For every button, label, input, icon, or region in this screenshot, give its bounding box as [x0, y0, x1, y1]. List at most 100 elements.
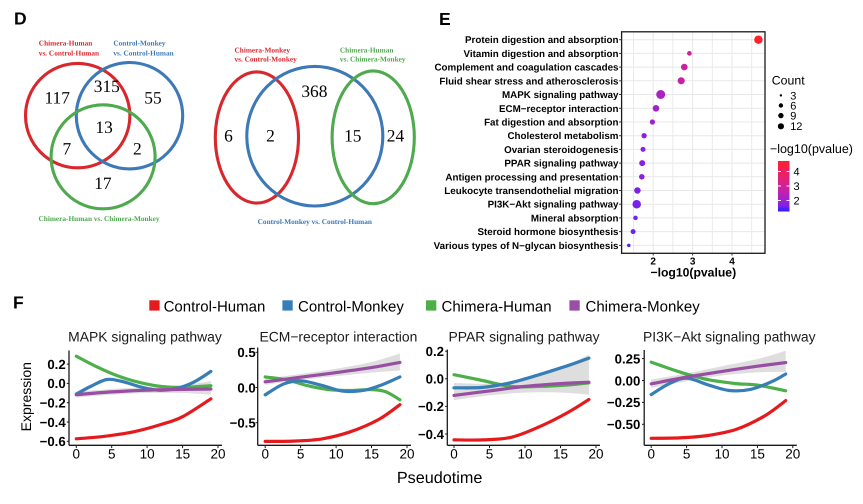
svg-text:7: 7	[63, 138, 72, 158]
svg-text:Fluid shear stress and atheros: Fluid shear stress and atherosclerosis	[439, 76, 619, 87]
svg-text:PPAR signaling pathway: PPAR signaling pathway	[504, 159, 619, 170]
svg-text:MAPK signaling pathway: MAPK signaling pathway	[502, 90, 619, 101]
svg-text:PPAR signaling pathway: PPAR signaling pathway	[448, 329, 599, 345]
svg-text:vs. Control-Human: vs. Control-Human	[39, 49, 99, 58]
svg-text:0.0: 0.0	[47, 376, 65, 391]
svg-text:6: 6	[790, 100, 796, 112]
svg-text:0: 0	[647, 447, 655, 462]
svg-text:13: 13	[95, 117, 113, 137]
svg-text:Chimera-Human vs. Chimera-Monk: Chimera-Human vs. Chimera-Monkey	[39, 214, 160, 223]
svg-text:5: 5	[108, 447, 116, 462]
svg-text:Cholesterol metabolism: Cholesterol metabolism	[507, 131, 618, 142]
svg-text:Expression: Expression	[18, 362, 34, 431]
svg-text:−0.4: −0.4	[418, 427, 445, 442]
svg-text:10: 10	[714, 447, 729, 462]
svg-text:Antigen processing and present: Antigen processing and presentation	[445, 172, 618, 183]
svg-text:0: 0	[261, 447, 269, 462]
svg-text:−0.6: −0.6	[40, 434, 66, 449]
svg-text:10: 10	[329, 447, 344, 462]
svg-text:−log10(pvalue): −log10(pvalue)	[770, 142, 853, 156]
svg-text:20: 20	[399, 447, 414, 462]
svg-text:Chimera-Human: Chimera-Human	[340, 46, 394, 55]
svg-text:−0.2: −0.2	[40, 396, 66, 411]
svg-text:Various types of N−glycan bios: Various types of N−glycan biosynthesis	[434, 241, 619, 252]
svg-text:Count: Count	[772, 73, 805, 87]
svg-text:5: 5	[486, 447, 494, 462]
svg-text:E: E	[439, 9, 451, 29]
svg-text:3: 3	[794, 181, 800, 193]
svg-text:6: 6	[224, 125, 233, 145]
svg-text:0: 0	[450, 447, 458, 462]
svg-text:PI3K−Akt signaling pathway: PI3K−Akt signaling pathway	[488, 200, 619, 211]
svg-text:D: D	[14, 9, 27, 29]
svg-text:4: 4	[794, 167, 800, 179]
svg-text:vs. Control-Monkey: vs. Control-Monkey	[235, 55, 298, 64]
svg-text:−0.2: −0.2	[418, 399, 444, 414]
svg-text:15: 15	[344, 125, 362, 145]
svg-text:Ovarian steroidogenesis: Ovarian steroidogenesis	[504, 145, 619, 156]
svg-text:2: 2	[266, 125, 275, 145]
svg-text:−0.25: −0.25	[607, 395, 640, 410]
svg-text:−0.50: −0.50	[607, 417, 640, 432]
svg-text:Complement and coagulation cas: Complement and coagulation cascades	[434, 63, 619, 74]
svg-text:2: 2	[794, 196, 800, 208]
svg-text:Leukocyte transendothelial mig: Leukocyte transendothelial migration	[444, 186, 618, 197]
svg-text:20: 20	[210, 447, 225, 462]
svg-text:2: 2	[133, 138, 142, 158]
svg-text:0.25: 0.25	[615, 351, 641, 366]
svg-text:Pseudotime: Pseudotime	[397, 469, 482, 487]
svg-text:Control-Human: Control-Human	[164, 299, 266, 316]
svg-text:Chimera-Monkey: Chimera-Monkey	[586, 299, 701, 316]
svg-text:15: 15	[364, 447, 379, 462]
svg-text:368: 368	[301, 81, 327, 101]
svg-text:15: 15	[553, 447, 568, 462]
svg-text:0: 0	[73, 447, 81, 462]
svg-text:−log10(pvalue): −log10(pvalue)	[650, 265, 736, 279]
svg-text:0.00: 0.00	[615, 373, 641, 388]
svg-text:−0.4: −0.4	[40, 415, 67, 430]
svg-text:10: 10	[517, 447, 532, 462]
svg-text:315: 315	[94, 76, 120, 96]
svg-text:Fat digestion and absorption: Fat digestion and absorption	[484, 118, 618, 129]
svg-text:3: 3	[790, 90, 796, 102]
svg-text:9: 9	[790, 111, 796, 123]
svg-text:PI3K−Akt signaling pathway: PI3K−Akt signaling pathway	[643, 329, 816, 345]
svg-text:0.0: 0.0	[237, 380, 255, 395]
svg-text:3: 3	[690, 257, 696, 268]
svg-text:24: 24	[387, 125, 405, 145]
svg-text:Vitamin digestion and absorpti: Vitamin digestion and absorption	[464, 49, 619, 60]
svg-text:Chimera-Human: Chimera-Human	[39, 39, 93, 48]
svg-text:20: 20	[588, 447, 603, 462]
svg-text:ECM−receptor interaction: ECM−receptor interaction	[499, 104, 619, 115]
svg-text:Control-Monkey: Control-Monkey	[298, 299, 404, 316]
svg-text:Control-Monkey: Control-Monkey	[113, 39, 166, 48]
svg-text:15: 15	[175, 447, 190, 462]
svg-text:0.2: 0.2	[426, 344, 444, 359]
svg-text:117: 117	[44, 88, 70, 108]
svg-text:Steroid hormone biosynthesis: Steroid hormone biosynthesis	[478, 227, 620, 238]
svg-text:0.5: 0.5	[237, 345, 255, 360]
svg-text:15: 15	[750, 447, 765, 462]
svg-text:Chimera-Human: Chimera-Human	[442, 299, 552, 316]
svg-text:F: F	[13, 293, 24, 313]
svg-text:0.0: 0.0	[426, 372, 444, 387]
svg-text:20: 20	[785, 447, 800, 462]
svg-text:0.2: 0.2	[47, 357, 65, 372]
svg-text:Control-Monkey vs. Control-Hum: Control-Monkey vs. Control-Human	[258, 217, 372, 226]
svg-text:vs. Chimera-Monkey: vs. Chimera-Monkey	[340, 55, 406, 64]
svg-text:5: 5	[683, 447, 691, 462]
svg-text:4: 4	[729, 257, 735, 268]
svg-text:Chimera-Monkey: Chimera-Monkey	[235, 46, 291, 55]
svg-text:55: 55	[144, 88, 162, 108]
svg-text:12: 12	[790, 121, 802, 133]
svg-text:10: 10	[140, 447, 155, 462]
svg-text:5: 5	[297, 447, 305, 462]
svg-text:MAPK signaling pathway: MAPK signaling pathway	[68, 329, 222, 345]
svg-text:ECM−receptor interaction: ECM−receptor interaction	[259, 329, 417, 345]
svg-text:Protein digestion and absorpti: Protein digestion and absorption	[465, 35, 619, 46]
svg-text:−0.5: −0.5	[230, 416, 256, 431]
svg-text:vs. Control-Human: vs. Control-Human	[113, 49, 173, 58]
svg-text:17: 17	[94, 173, 112, 193]
svg-text:Mineral absorption: Mineral absorption	[531, 213, 619, 224]
svg-text:2: 2	[650, 257, 656, 268]
